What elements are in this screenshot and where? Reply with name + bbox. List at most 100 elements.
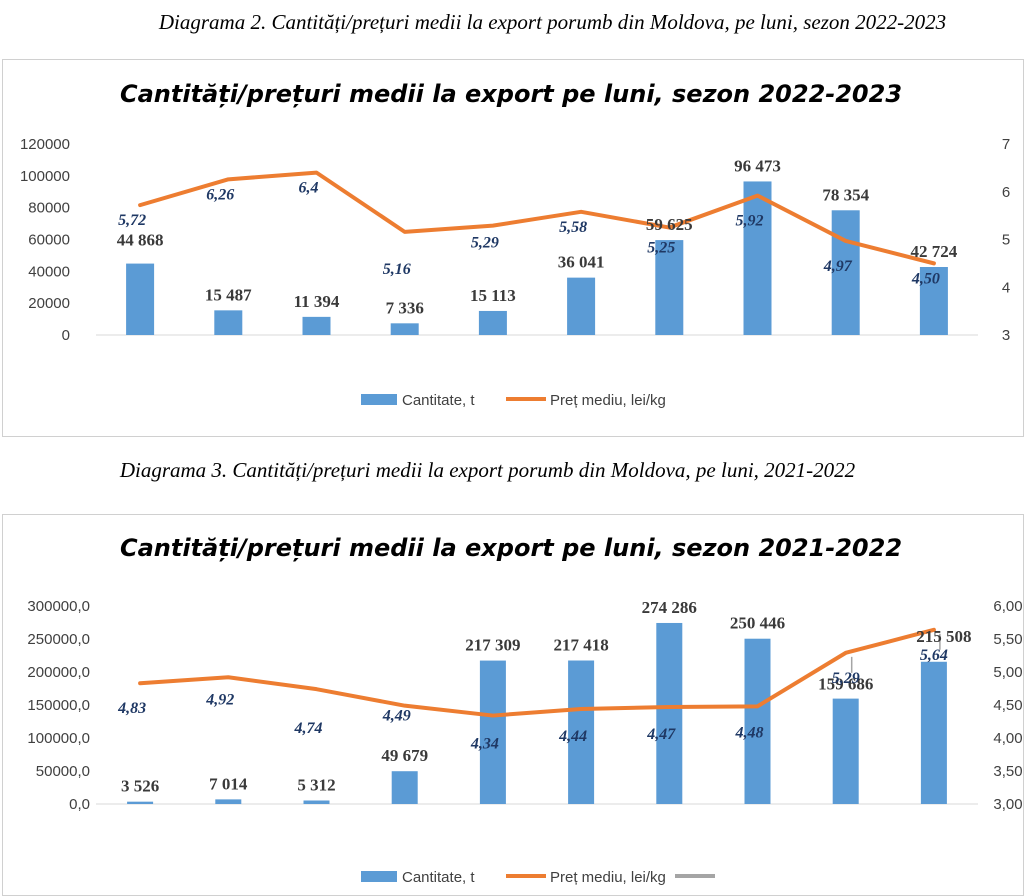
bar-apr-22 [920, 661, 947, 804]
price-value-label: 4,83 [117, 700, 146, 717]
bar-apr-23 [919, 266, 948, 335]
bar-jul-21 [127, 801, 154, 804]
bar-mar-23 [831, 210, 860, 335]
bar-value-label: 11 394 [294, 292, 340, 311]
y-left-tick-label: 100000 [20, 168, 70, 185]
price-value-label: 4,48 [735, 724, 764, 741]
y-right-tick-label: 5,00 [993, 664, 1022, 681]
y-left-tick-label: 120000 [20, 136, 70, 153]
y-right-tick-label: 4,50 [993, 697, 1022, 714]
bar-value-label: 49 679 [381, 746, 428, 765]
legend-label-pret: Preț mediu, lei/kg [550, 392, 666, 409]
price-value-label: 4,50 [911, 270, 940, 287]
bar-value-label: 59 625 [646, 215, 693, 234]
price-value-label: 4,92 [205, 691, 234, 708]
price-value-label: 5,29 [471, 235, 499, 252]
y-right-tick-label: 5 [1002, 232, 1010, 249]
bar-value-label: 215 508 [916, 627, 971, 646]
y-left-tick-label: 40000 [28, 263, 70, 280]
bar-dec-22 [567, 277, 596, 335]
chart-title: Cantități/prețuri medii la export pe lun… [120, 534, 902, 562]
bar-value-label: 7 014 [209, 774, 248, 793]
y-right-tick-label: 6,00 [993, 598, 1022, 615]
bar-mar-22 [832, 698, 859, 804]
y-left-tick-label: 80000 [28, 200, 70, 217]
bar-sep-22 [302, 316, 331, 335]
bar-value-label: 274 286 [642, 598, 697, 617]
price-value-label: 4,47 [646, 726, 676, 743]
y-left-tick-label: 50000,0 [36, 763, 90, 780]
bar-feb-23 [743, 181, 772, 335]
diagram-3-caption: Diagrama 3. Cantități/prețuri medii la e… [119, 458, 856, 482]
bar-jul-22 [126, 263, 155, 335]
bar-sep-21 [303, 800, 330, 804]
bar-value-label: 3 526 [121, 777, 159, 796]
chart-2022-2023: Cantități/prețuri medii la export pe lun… [20, 80, 1010, 409]
price-value-label: 4,34 [470, 736, 499, 753]
price-value-label: 5,25 [647, 240, 675, 257]
price-value-label: 6,4 [299, 180, 319, 197]
bar-feb-22 [744, 638, 771, 804]
y-right-tick-label: 6 [1002, 184, 1010, 201]
y-right-tick-label: 7 [1002, 136, 1010, 153]
bar-nov-22 [478, 310, 507, 335]
legend-label-cantitate: Cantitate, t [402, 869, 475, 886]
bar-value-label: 217 309 [465, 636, 520, 655]
y-right-tick-label: 3,50 [993, 763, 1022, 780]
y-left-tick-label: 0,0 [69, 796, 90, 813]
price-value-label: 5,64 [920, 647, 948, 664]
price-value-label: 6,26 [206, 186, 234, 203]
y-right-tick-label: 3 [1002, 327, 1010, 344]
chart-2021-2022: Cantități/prețuri medii la export pe lun… [27, 534, 1022, 886]
price-value-label: 5,92 [736, 213, 764, 230]
y-left-tick-label: 0 [62, 327, 70, 344]
price-value-label: 4,44 [558, 728, 587, 745]
chart-panel-2022-2023: Cantități/prețuri medii la export pe lun… [2, 59, 1024, 437]
bar-oct-21 [391, 771, 418, 804]
bar-value-label: 217 418 [553, 636, 608, 655]
bar-value-label: 42 724 [911, 242, 958, 261]
bar-value-label: 15 113 [470, 286, 516, 305]
legend-label-cantitate: Cantitate, t [402, 392, 475, 409]
bar-nov-21 [479, 660, 506, 804]
y-left-tick-label: 300000,0 [27, 598, 90, 615]
y-right-tick-label: 3,00 [993, 796, 1022, 813]
bar-aug-21 [215, 799, 242, 804]
chart-title: Cantități/prețuri medii la export pe lun… [120, 80, 902, 108]
y-right-tick-label: 4,00 [993, 730, 1022, 747]
y-right-tick-label: 4 [1002, 279, 1010, 296]
bar-jan-23 [655, 240, 684, 335]
y-left-tick-label: 100000,0 [27, 730, 90, 747]
bar-value-label: 159 686 [818, 675, 873, 694]
bar-value-label: 250 446 [730, 614, 785, 633]
y-left-tick-label: 200000,0 [27, 664, 90, 681]
price-line [138, 170, 936, 266]
y-right-tick-label: 5,50 [993, 631, 1022, 648]
legend-swatch-bar [361, 871, 397, 882]
price-value-label: 5,16 [383, 261, 411, 278]
price-value-label: 4,74 [294, 720, 323, 737]
bar-dec-21 [568, 660, 595, 804]
price-value-label: 5,58 [559, 219, 587, 236]
legend-swatch-bar [361, 394, 397, 405]
bar-value-label: 5 312 [297, 775, 335, 794]
bar-value-label: 78 354 [822, 185, 869, 204]
chart-panel-2021-2022: Cantități/prețuri medii la export pe lun… [2, 514, 1024, 896]
price-value-label: 4,97 [823, 258, 853, 275]
bar-value-label: 44 868 [117, 231, 164, 250]
bar-oct-22 [390, 323, 419, 335]
y-left-tick-label: 20000 [28, 295, 70, 312]
diagram-2-caption: Diagrama 2. Cantități/prețuri medii la e… [158, 10, 947, 34]
bar-value-label: 7 336 [386, 298, 424, 317]
price-value-label: 5,29 [832, 670, 860, 687]
y-left-tick-label: 250000,0 [27, 631, 90, 648]
bar-aug-22 [214, 310, 243, 335]
price-value-label: 5,72 [118, 212, 146, 229]
bar-value-label: 36 041 [558, 253, 605, 272]
bar-value-label: 96 473 [734, 156, 781, 175]
bar-jan-22 [656, 622, 683, 804]
bar-value-label: 15 487 [205, 285, 252, 304]
y-left-tick-label: 60000 [28, 232, 70, 249]
price-line [138, 627, 936, 718]
price-value-label: 4,49 [382, 708, 411, 725]
